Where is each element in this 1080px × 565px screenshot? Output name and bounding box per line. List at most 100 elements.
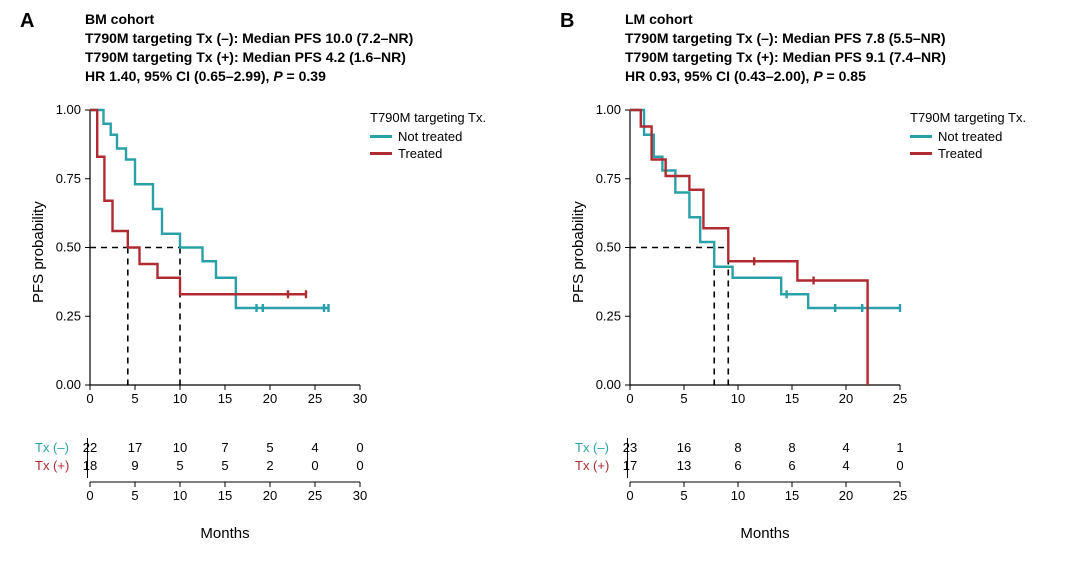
risk-value: 6	[734, 458, 741, 473]
risk-value: 0	[896, 458, 903, 473]
legend-label: Treated	[398, 146, 442, 161]
risk-value: 5	[221, 458, 228, 473]
svg-text:25: 25	[308, 488, 322, 503]
risk-value: 23	[623, 440, 637, 455]
risk-value: 8	[734, 440, 741, 455]
legend: T790M targeting Tx. Not treated Treated	[370, 110, 486, 163]
svg-text:20: 20	[839, 488, 853, 503]
risk-value: 18	[83, 458, 97, 473]
svg-text:15: 15	[218, 391, 232, 406]
svg-text:30: 30	[353, 391, 367, 406]
svg-text:10: 10	[731, 488, 745, 503]
svg-text:5: 5	[131, 488, 138, 503]
svg-text:0.75: 0.75	[596, 171, 621, 186]
risk-value: 4	[842, 458, 849, 473]
svg-text:5: 5	[680, 391, 687, 406]
risk-value: 2	[266, 458, 273, 473]
y-axis-label: PFS probability	[30, 201, 47, 303]
legend-label: Not treated	[398, 129, 462, 144]
svg-text:25: 25	[308, 391, 322, 406]
svg-text:0.75: 0.75	[56, 171, 81, 186]
svg-text:0: 0	[86, 391, 93, 406]
risk-row-label: Tx (–)	[575, 440, 609, 455]
svg-text:0.25: 0.25	[56, 308, 81, 323]
legend-item: Treated	[910, 146, 1026, 161]
svg-text:20: 20	[263, 391, 277, 406]
risk-value: 0	[311, 458, 318, 473]
risk-value: 16	[677, 440, 691, 455]
svg-text:1.00: 1.00	[56, 102, 81, 117]
svg-text:0.00: 0.00	[596, 377, 621, 392]
km-curve-not_treated	[630, 110, 900, 308]
risk-value: 10	[173, 440, 187, 455]
svg-text:0.00: 0.00	[56, 377, 81, 392]
legend-swatch	[370, 135, 392, 138]
panel-B: B LM cohort T790M targeting Tx (–): Media…	[540, 0, 1080, 565]
legend-item: Treated	[370, 146, 486, 161]
x-axis-label: Months	[90, 525, 360, 542]
risk-row-label: Tx (–)	[35, 440, 69, 455]
risk-value: 8	[788, 440, 795, 455]
risk-value: 5	[266, 440, 273, 455]
panel-A: A BM cohort T790M targeting Tx (–): Media…	[0, 0, 540, 565]
km-plot: 05101520250.000.250.500.751.00	[620, 100, 910, 395]
risk-value: 9	[131, 458, 138, 473]
svg-text:25: 25	[893, 488, 907, 503]
svg-text:20: 20	[839, 391, 853, 406]
svg-text:10: 10	[173, 488, 187, 503]
svg-text:1.00: 1.00	[596, 102, 621, 117]
panel-letter: A	[20, 10, 34, 33]
km-curve-treated	[90, 110, 306, 294]
risk-value: 13	[677, 458, 691, 473]
panel-header: LM cohort T790M targeting Tx (–): Median…	[625, 10, 946, 86]
svg-text:0.25: 0.25	[596, 308, 621, 323]
risk-value: 0	[356, 440, 363, 455]
risk-value: 4	[842, 440, 849, 455]
panel-letter: B	[560, 10, 574, 33]
svg-text:25: 25	[893, 391, 907, 406]
y-axis-label: PFS probability	[570, 201, 587, 303]
risk-row-label: Tx (+)	[35, 458, 69, 473]
svg-text:15: 15	[785, 391, 799, 406]
risk-value: 4	[311, 440, 318, 455]
legend-item: Not treated	[370, 129, 486, 144]
legend-swatch	[910, 152, 932, 155]
svg-text:15: 15	[785, 488, 799, 503]
risk-value: 5	[176, 458, 183, 473]
svg-text:5: 5	[131, 391, 138, 406]
risk-value: 6	[788, 458, 795, 473]
svg-text:0: 0	[86, 488, 93, 503]
legend-swatch	[370, 152, 392, 155]
risk-row-label: Tx (+)	[575, 458, 609, 473]
risk-value: 17	[128, 440, 142, 455]
svg-text:15: 15	[218, 488, 232, 503]
x-axis-label: Months	[630, 525, 900, 542]
svg-text:0: 0	[626, 391, 633, 406]
legend-item: Not treated	[910, 129, 1026, 144]
svg-text:20: 20	[263, 488, 277, 503]
km-plot: 0510152025300.000.250.500.751.00	[80, 100, 370, 395]
risk-value: 17	[623, 458, 637, 473]
svg-text:0.50: 0.50	[56, 240, 81, 255]
svg-text:5: 5	[680, 488, 687, 503]
svg-text:10: 10	[173, 391, 187, 406]
legend-label: Treated	[938, 146, 982, 161]
panel-header: BM cohort T790M targeting Tx (–): Median…	[85, 10, 413, 86]
svg-text:0.50: 0.50	[596, 240, 621, 255]
legend-label: Not treated	[938, 129, 1002, 144]
svg-text:10: 10	[731, 391, 745, 406]
legend-title: T790M targeting Tx.	[370, 110, 486, 125]
km-curve-not_treated	[90, 110, 329, 308]
legend-title: T790M targeting Tx.	[910, 110, 1026, 125]
legend: T790M targeting Tx. Not treated Treated	[910, 110, 1026, 163]
risk-value: 7	[221, 440, 228, 455]
figure-root: A BM cohort T790M targeting Tx (–): Media…	[0, 0, 1080, 565]
risk-x-axis: 0 5 10 15 20 25 30	[80, 482, 370, 512]
risk-value: 0	[356, 458, 363, 473]
svg-text:30: 30	[353, 488, 367, 503]
svg-text:0: 0	[626, 488, 633, 503]
risk-value: 1	[896, 440, 903, 455]
risk-value: 22	[83, 440, 97, 455]
risk-x-axis: 0 5 10 15 20 25	[620, 482, 910, 512]
legend-swatch	[910, 135, 932, 138]
